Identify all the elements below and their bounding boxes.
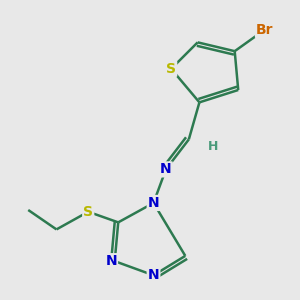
Text: N: N <box>148 268 159 282</box>
Text: N: N <box>160 162 172 176</box>
Text: N: N <box>148 196 159 210</box>
Text: S: S <box>83 205 93 219</box>
Text: Br: Br <box>256 23 274 37</box>
Text: N: N <box>105 254 117 268</box>
Text: S: S <box>166 62 176 76</box>
Text: H: H <box>208 140 219 153</box>
